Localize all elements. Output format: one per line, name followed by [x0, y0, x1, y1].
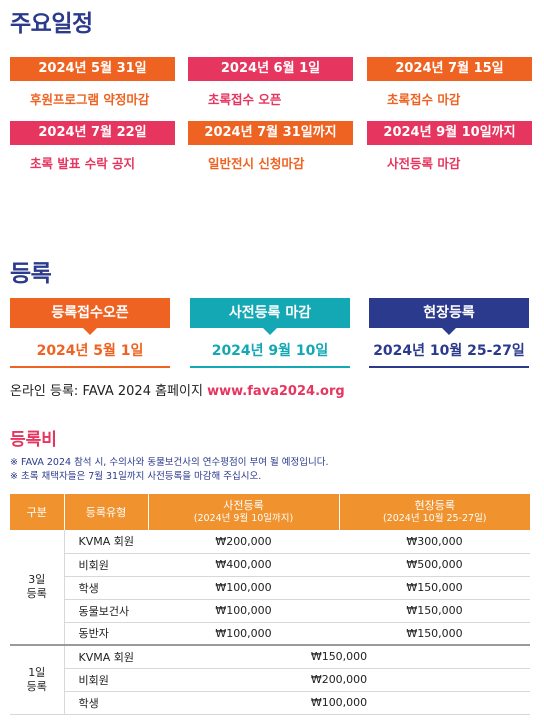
table-row: 동반자 ₩100,000 ₩150,000	[10, 622, 530, 646]
row-onsite: ₩150,000	[339, 576, 530, 600]
registration-step-2: 사전등록 마감 2024년 9월 10일	[190, 298, 350, 368]
row-type: 학생	[64, 576, 148, 600]
schedule-item-2: 2024년 6월 1일 초록접수 오픈	[188, 57, 353, 108]
row-pre: ₩100,000	[148, 622, 339, 646]
schedule-title: 주요일정	[10, 11, 93, 37]
row-pre: ₩400,000	[148, 553, 339, 577]
schedule-desc: 초록 발표 수락 공지	[30, 156, 136, 171]
row-pre: ₩200,000	[148, 530, 339, 554]
schedule-desc: 사전등록 마감	[387, 156, 461, 171]
table-row: 1일 등록 KVMA 회원 ₩150,000	[10, 645, 530, 715]
header-onsite: 현장등록 (2024년 10월 25-27일)	[339, 494, 530, 530]
row-onsite: ₩500,000	[339, 553, 530, 577]
row-type: KVMA 회원	[64, 645, 148, 669]
row-onsite: ₩150,000	[339, 599, 530, 623]
schedule-item-1: 2024년 5월 31일 후원프로그램 약정마감	[10, 57, 175, 108]
header-group: 구분	[10, 494, 65, 530]
row-pre: ₩100,000	[148, 576, 339, 600]
step-label: 현장등록	[369, 298, 529, 335]
schedule-item-5: 2024년 7월 31일까지 일반전시 신청마감	[188, 121, 353, 172]
table-header: 구분 등록유형 사전등록 (2024년 9월 10일까지) 현장등록 (2024년 …	[10, 494, 530, 530]
fees-table: 구분 등록유형 사전등록 (2024년 9월 10일까지) 현장등록 (2024년 …	[10, 494, 530, 715]
step-date: 2024년 5월 1일	[10, 340, 170, 368]
schedule-date: 2024년 5월 31일	[10, 57, 175, 81]
registration-step-1: 등록접수오픈 2024년 5월 1일	[10, 298, 170, 368]
schedule-desc: 후원프로그램 약정마감	[30, 92, 150, 107]
schedule-date: 2024년 7월 22일	[10, 121, 175, 145]
header-onsite-sub: (2024년 10월 25-27일)	[382, 513, 487, 524]
fees-title: 등록비	[10, 430, 57, 450]
header-pre-sub: (2024년 9월 10일까지)	[193, 513, 294, 524]
row-type: 비회원	[64, 668, 148, 692]
schedule-date: 2024년 7월 31일까지	[188, 121, 353, 145]
row-type: 비회원	[64, 553, 148, 577]
registration-step-3: 현장등록 2024년 10월 25-27일	[369, 298, 529, 368]
online-prefix: 온라인 등록: FAVA 2024 홈페이지	[10, 384, 208, 399]
schedule-date: 2024년 7월 15일	[367, 57, 532, 81]
schedule-item-4: 2024년 7월 22일 초록 발표 수락 공지	[10, 121, 175, 172]
row-fee: ₩100,000	[148, 691, 530, 715]
schedule-desc: 초록접수 오픈	[208, 92, 282, 107]
schedule-date: 2024년 6월 1일	[188, 57, 353, 81]
header-type: 등록유형	[64, 494, 149, 530]
step-label: 사전등록 마감	[190, 298, 350, 335]
table-row: 동물보건사 ₩100,000 ₩150,000	[10, 599, 530, 623]
table-row: 학생 ₩100,000 ₩150,000	[10, 576, 530, 600]
fees-note-1: ※ FAVA 2024 참석 시, 수의사와 동물보건사의 연수평점이 부여 될…	[10, 457, 329, 468]
website-link[interactable]: www.fava2024.org	[207, 384, 345, 399]
row-onsite: ₩300,000	[339, 530, 530, 554]
group-1day: 1일 등록	[10, 645, 65, 715]
schedule-date: 2024년 9월 10일까지	[367, 121, 532, 145]
registration-title: 등록	[10, 261, 52, 287]
fees-note-2: ※ 초록 채택자들은 7월 31일까지 사전등록을 마감해 주십시오.	[10, 471, 262, 482]
row-type: KVMA 회원	[64, 530, 148, 554]
group-3day: 3일 등록	[10, 530, 65, 646]
table-row: 3일 등록 KVMA 회원 ₩200,000 ₩300,000	[10, 530, 530, 646]
row-type: 학생	[64, 691, 148, 715]
table-row: 학생 ₩100,000	[10, 691, 530, 715]
schedule-item-6: 2024년 9월 10일까지 사전등록 마감	[367, 121, 532, 172]
step-label: 등록접수오픈	[10, 298, 170, 335]
row-fee: ₩150,000	[148, 645, 530, 669]
row-type: 동물보건사	[64, 599, 148, 623]
schedule-desc: 일반전시 신청마감	[208, 156, 305, 171]
row-pre: ₩100,000	[148, 599, 339, 623]
header-pre: 사전등록 (2024년 9월 10일까지)	[148, 494, 340, 530]
table-row: 비회원 ₩400,000 ₩500,000	[10, 553, 530, 577]
row-type: 동반자	[64, 622, 148, 646]
table-row: 비회원 ₩200,000	[10, 668, 530, 692]
row-onsite: ₩150,000	[339, 622, 530, 646]
step-date: 2024년 9월 10일	[190, 340, 350, 368]
online-registration: 온라인 등록: FAVA 2024 홈페이지 www.fava2024.org	[10, 380, 345, 399]
schedule-desc: 초록접수 마감	[387, 92, 461, 107]
row-fee: ₩200,000	[148, 668, 530, 692]
step-date: 2024년 10월 25-27일	[369, 340, 529, 368]
schedule-item-3: 2024년 7월 15일 초록접수 마감	[367, 57, 532, 108]
